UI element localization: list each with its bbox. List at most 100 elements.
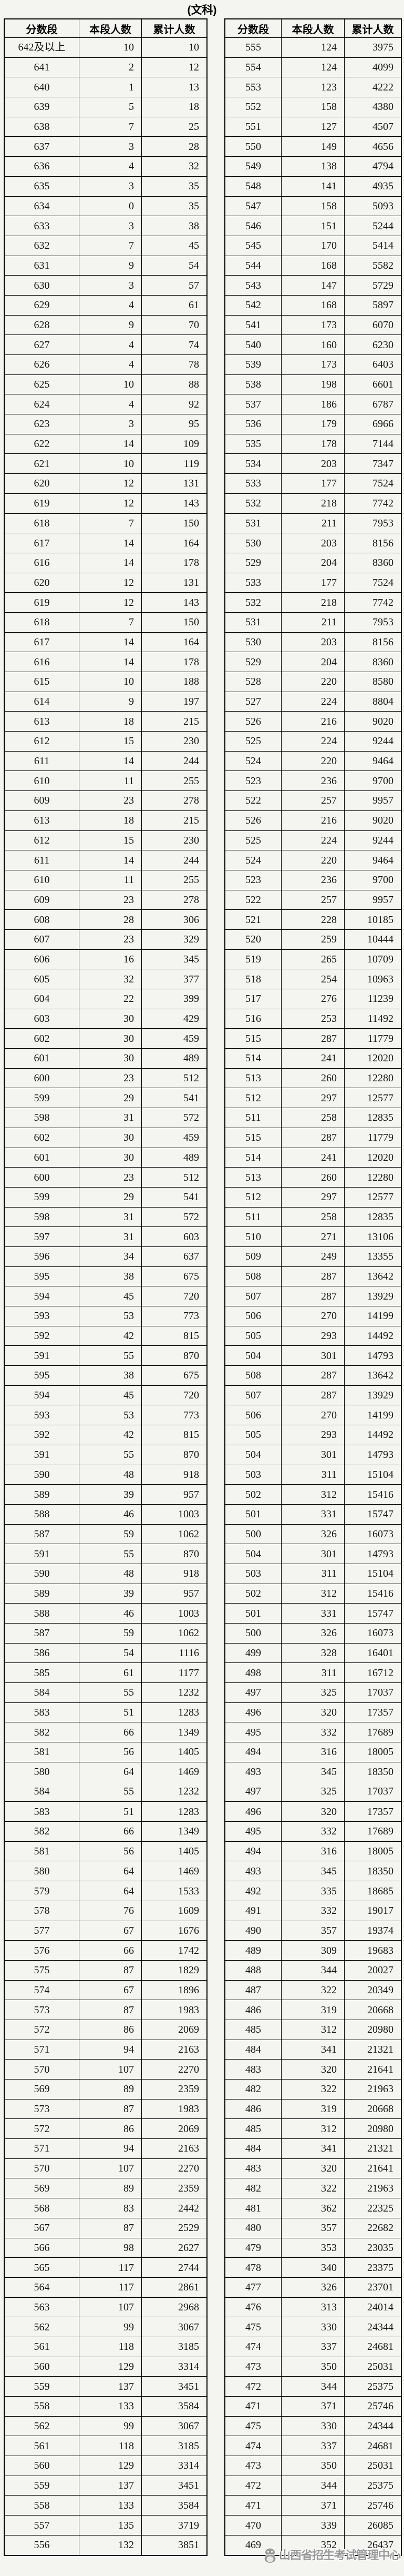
count-cell: 87 — [79, 2000, 142, 2020]
table-row: 567 87 2529 — [4, 2217, 208, 2238]
table-row: 629 4 61 — [4, 295, 208, 316]
table-row: 503 311 15104 — [224, 1464, 402, 1485]
table-row: 618 7 150 — [4, 513, 208, 534]
score-cell: 528 — [224, 672, 282, 692]
score-cell: 515 — [224, 1028, 282, 1049]
cumulative-cell: 70 — [141, 315, 208, 336]
score-cell: 478 — [224, 2257, 282, 2278]
count-cell: 2 — [79, 57, 142, 78]
table-row: 630 3 57 — [4, 275, 208, 296]
count-cell: 341 — [281, 2039, 345, 2060]
cumulative-cell: 24344 — [344, 2317, 402, 2337]
count-cell: 9 — [79, 691, 142, 712]
count-cell: 320 — [281, 2158, 345, 2179]
table-row: 543 147 5729 — [224, 275, 402, 296]
table-row: 591 55 870 — [4, 1544, 208, 1564]
cumulative-cell: 13929 — [344, 1385, 402, 1406]
count-cell: 320 — [281, 1801, 345, 1822]
cumulative-cell: 512 — [141, 1167, 208, 1188]
score-cell: 500 — [224, 1623, 282, 1644]
score-cell: 473 — [224, 2456, 282, 2476]
cumulative-cell: 28 — [141, 136, 208, 157]
count-cell: 177 — [281, 473, 345, 494]
table-row: 574 67 1896 — [4, 1980, 208, 2001]
cumulative-cell: 2529 — [141, 2217, 208, 2238]
score-cell: 533 — [224, 473, 282, 494]
score-cell: 545 — [224, 235, 282, 256]
cumulative-cell: 16073 — [344, 1524, 402, 1545]
table-row: 597 31 603 — [4, 1226, 208, 1247]
score-cell: 508 — [224, 1266, 282, 1287]
count-cell: 31 — [79, 1226, 142, 1247]
count-cell: 325 — [281, 1682, 345, 1703]
table-row: 514 241 12020 — [224, 1048, 402, 1069]
count-cell: 4 — [79, 334, 142, 355]
score-cell: 476 — [224, 2297, 282, 2318]
cumulative-cell: 215 — [141, 810, 208, 831]
count-cell: 129 — [79, 2456, 142, 2476]
cumulative-cell: 14199 — [344, 1405, 402, 1426]
cumulative-cell: 2861 — [141, 2277, 208, 2298]
score-cell: 496 — [224, 1702, 282, 1723]
score-cell: 578 — [4, 1900, 79, 1921]
count-cell: 337 — [281, 2436, 345, 2457]
count-cell: 86 — [79, 2019, 142, 2040]
table-row: 552 158 4380 — [224, 97, 402, 117]
table-row: 480 357 22682 — [224, 2217, 402, 2238]
count-cell: 316 — [281, 1742, 345, 1762]
table-row: 501 331 15747 — [224, 1504, 402, 1525]
score-cell: 567 — [4, 2217, 79, 2238]
cumulative-cell: 1405 — [141, 1742, 208, 1762]
count-cell: 312 — [281, 1583, 345, 1604]
count-cell: 328 — [281, 1642, 345, 1664]
score-cell: 500 — [224, 1524, 282, 1545]
count-cell: 4 — [79, 394, 142, 415]
table-row: 568 83 2442 — [4, 2198, 208, 2218]
score-cell: 583 — [4, 1702, 79, 1723]
count-cell: 168 — [281, 295, 345, 316]
count-cell: 259 — [281, 929, 345, 950]
score-cell: 511 — [224, 1108, 282, 1128]
score-cell: 556 — [4, 2534, 79, 2556]
score-cell: 630 — [4, 275, 79, 296]
cumulative-cell: 12280 — [344, 1068, 402, 1089]
cumulative-cell: 5414 — [344, 235, 402, 256]
score-cell: 535 — [224, 433, 282, 454]
score-cell: 524 — [224, 850, 282, 870]
table-row: 544 168 5582 — [224, 255, 402, 276]
cumulative-cell: 15747 — [344, 1603, 402, 1624]
table-row: 482 322 21963 — [224, 2178, 402, 2199]
cumulative-cell: 278 — [141, 889, 208, 910]
table-row: 624 4 92 — [4, 394, 208, 415]
score-cell: 595 — [4, 1365, 79, 1386]
table-row: 569 89 2359 — [4, 2178, 208, 2199]
score-cell: 494 — [224, 1742, 282, 1762]
table-row: 621 10 119 — [4, 453, 208, 474]
count-cell: 271 — [281, 1226, 345, 1247]
cumulative-cell: 13 — [141, 77, 208, 98]
table-row: 608 28 306 — [4, 909, 208, 930]
table-row: 578 76 1609 — [4, 1900, 208, 1921]
count-cell: 14 — [79, 632, 142, 653]
table-row: 559 137 3451 — [4, 2376, 208, 2397]
cumulative-cell: 3314 — [141, 2356, 208, 2377]
cumulative-cell: 25 — [141, 116, 208, 137]
table-row: 524 220 9464 — [224, 850, 402, 870]
cumulative-cell: 20027 — [344, 1960, 402, 1981]
cumulative-cell: 35 — [141, 176, 208, 197]
count-cell: 265 — [281, 949, 345, 970]
table-row: 640 1 13 — [4, 77, 208, 98]
count-cell: 23 — [79, 889, 142, 910]
score-cell: 506 — [224, 1306, 282, 1326]
count-cell: 198 — [281, 374, 345, 395]
cumulative-cell: 8156 — [344, 632, 402, 653]
count-cell: 76 — [79, 1900, 142, 1921]
score-cell: 565 — [4, 2257, 79, 2278]
table-row: 585 61 1177 — [4, 1662, 208, 1683]
score-cell: 524 — [224, 751, 282, 772]
cumulative-cell: 14793 — [344, 1444, 402, 1465]
score-cell: 504 — [224, 1544, 282, 1564]
count-cell: 326 — [281, 2277, 345, 2298]
count-cell: 48 — [79, 1563, 142, 1584]
table-row: 609 23 278 — [4, 889, 208, 910]
